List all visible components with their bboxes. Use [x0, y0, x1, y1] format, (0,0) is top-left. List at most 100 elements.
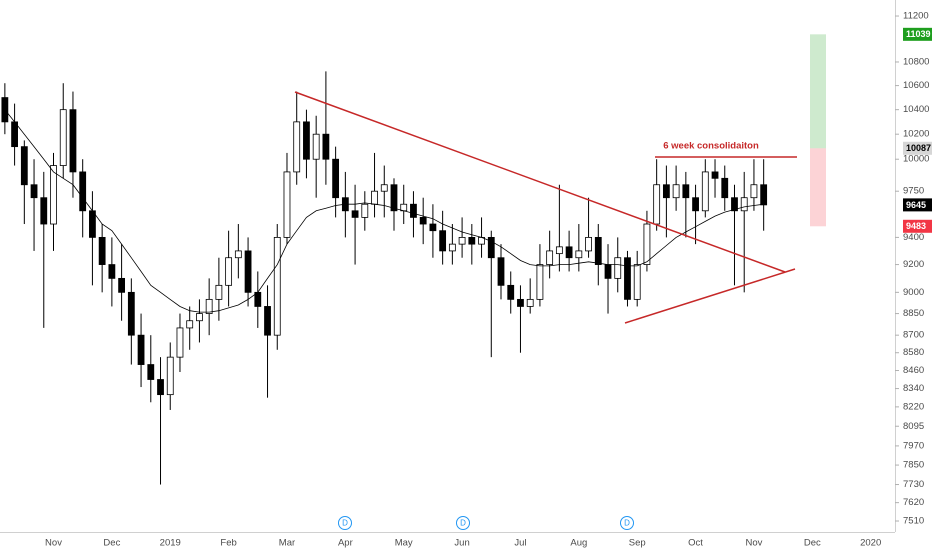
candle-body [536, 264, 544, 300]
x-tick-label: Mar [279, 538, 295, 549]
candle-body [468, 236, 476, 245]
dividend-icon: D [624, 519, 630, 528]
y-tick-label: 8095 [903, 421, 924, 432]
dividend-icon: D [342, 519, 348, 528]
candle-body [264, 306, 271, 336]
candle-body [157, 379, 164, 396]
candle-body [244, 250, 252, 293]
candle-body [585, 236, 592, 252]
candle-body [79, 171, 87, 212]
y-tick-label: 8700 [903, 330, 924, 341]
candle-body [400, 203, 408, 212]
candle-body [1, 97, 9, 123]
price-label-box [903, 27, 932, 41]
candle-body [225, 257, 233, 286]
price-label: 9645 [906, 200, 926, 210]
candle-body [283, 171, 291, 238]
candle-body [390, 184, 398, 212]
dividend-marker[interactable] [620, 516, 634, 530]
candle-body [380, 184, 388, 192]
candle-body [575, 250, 583, 259]
candle-body [701, 171, 709, 212]
y-tick-label: 9000 [903, 287, 924, 298]
y-tick-label: 7730 [903, 479, 924, 490]
dividend-markers: D D D [338, 516, 634, 530]
candle-body [303, 121, 310, 160]
x-tick-label: Dec [103, 538, 120, 549]
candle-body [11, 121, 18, 148]
candle-body [69, 109, 77, 173]
candle-body [234, 250, 242, 259]
candle-body [273, 236, 281, 336]
price-label: 10087 [906, 143, 931, 153]
y-tick-label: 10400 [903, 104, 929, 115]
x-tick-label: 2019 [160, 538, 181, 549]
candle-body [487, 236, 495, 259]
x-tick-label: Nov [745, 538, 762, 549]
candle-body [351, 210, 359, 218]
candle-body [205, 298, 213, 314]
candle-body [40, 197, 48, 225]
candle-body [419, 216, 427, 225]
dividend-icon: D [460, 519, 466, 528]
annotation: 6 week consolidaiton [663, 141, 759, 152]
y-tick-label: 8460 [903, 365, 924, 376]
candle-body [711, 171, 719, 179]
y-tick-label: 8850 [903, 308, 924, 319]
candle-body [332, 158, 340, 199]
candle-body [371, 190, 378, 205]
candle-body [760, 184, 768, 206]
target-zone [810, 34, 826, 149]
y-tick-label: 7510 [903, 516, 924, 527]
candle-body [614, 257, 622, 279]
candle-body [731, 197, 738, 212]
x-tick-label: Dec [804, 538, 821, 549]
price-label: 9483 [906, 221, 926, 231]
x-tick-label: Jun [454, 538, 469, 549]
candle-body [20, 146, 28, 186]
candle-body [312, 133, 320, 160]
y-tick-label: 10600 [903, 80, 929, 91]
candle-body [98, 236, 106, 265]
y-tick-label: 8580 [903, 347, 924, 358]
candle-body [565, 246, 573, 259]
candle-body [517, 298, 524, 307]
candle-body [59, 109, 67, 166]
y-tick-label: 11200 [903, 11, 929, 22]
y-tick-label: 9400 [903, 232, 924, 243]
trend-line-lower [624, 268, 796, 324]
candle-body [186, 320, 194, 329]
candle-body [410, 203, 417, 218]
y-tick-label: 10000 [903, 154, 929, 165]
dividend-marker[interactable] [456, 516, 470, 530]
candle-body [594, 236, 602, 265]
candle-body [721, 177, 729, 199]
candle-body [633, 264, 641, 300]
candle-body [293, 121, 301, 173]
candle-body [604, 264, 612, 279]
y-tick-label: 9750 [903, 186, 924, 197]
stop-zone [810, 148, 826, 227]
y-tick-label: 10800 [903, 56, 929, 67]
x-tick-label: 2020 [860, 538, 881, 549]
candle-body [653, 184, 661, 225]
candle-body [662, 184, 670, 199]
x-tick-label: Feb [220, 538, 236, 549]
x-tick-label: Nov [45, 538, 62, 549]
candle-body [643, 223, 651, 265]
candle-body [50, 165, 57, 225]
x-tick-label: Apr [338, 538, 353, 549]
candle-body [176, 327, 184, 358]
x-tick-label: Oct [688, 538, 703, 549]
candle-body [429, 223, 437, 232]
drawings: 6 week consolidaiton [294, 91, 797, 324]
candle-body [672, 184, 680, 199]
dividend-marker[interactable] [338, 516, 352, 530]
candle-body [137, 334, 145, 365]
price-label-box [903, 141, 932, 155]
y-tick-label: 8340 [903, 383, 924, 394]
moving-average [4, 109, 764, 313]
candle-body [458, 236, 466, 245]
x-tick-label: May [395, 538, 413, 549]
candle-body [555, 246, 563, 255]
